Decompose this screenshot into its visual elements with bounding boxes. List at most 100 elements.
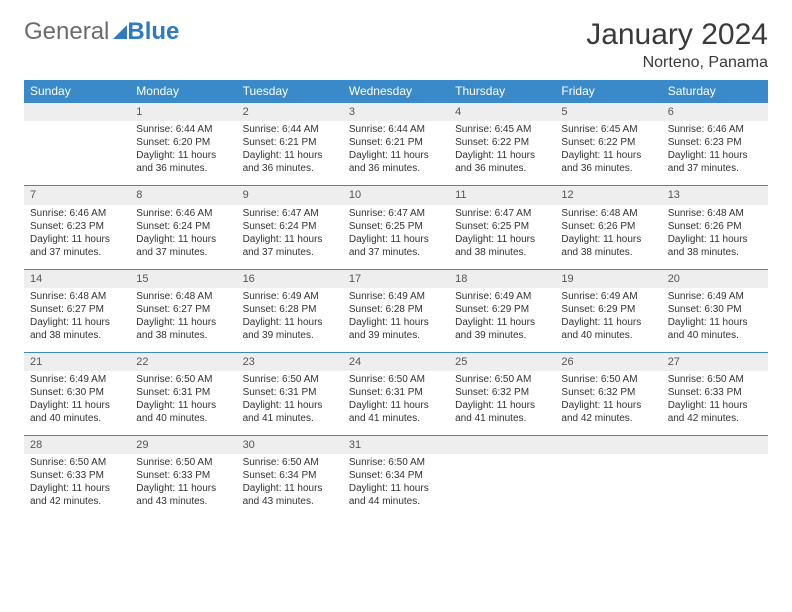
daylight-text: Daylight: 11 hours and 40 minutes. xyxy=(30,399,124,425)
daylight-text: Daylight: 11 hours and 37 minutes. xyxy=(668,149,762,175)
daylight-text: Daylight: 11 hours and 38 minutes. xyxy=(668,233,762,259)
calendar-cell: 23Sunrise: 6:50 AMSunset: 6:31 PMDayligh… xyxy=(237,352,343,435)
cell-body: Sunrise: 6:47 AMSunset: 6:25 PMDaylight:… xyxy=(343,205,449,269)
day-number: 10 xyxy=(343,186,449,204)
day-number: 12 xyxy=(555,186,661,204)
day-number: 15 xyxy=(130,270,236,288)
sunrise-text: Sunrise: 6:49 AM xyxy=(561,290,655,303)
cell-body xyxy=(24,121,130,185)
sunrise-text: Sunrise: 6:50 AM xyxy=(349,373,443,386)
sunrise-text: Sunrise: 6:44 AM xyxy=(243,123,337,136)
day-number: 21 xyxy=(24,353,130,371)
day-header: Monday xyxy=(130,80,236,103)
calendar-cell: 22Sunrise: 6:50 AMSunset: 6:31 PMDayligh… xyxy=(130,352,236,435)
calendar-cell: 3Sunrise: 6:44 AMSunset: 6:21 PMDaylight… xyxy=(343,103,449,186)
day-number: 23 xyxy=(237,353,343,371)
cell-body: Sunrise: 6:49 AMSunset: 6:30 PMDaylight:… xyxy=(24,371,130,435)
calendar-table: Sunday Monday Tuesday Wednesday Thursday… xyxy=(24,80,768,518)
sunrise-text: Sunrise: 6:44 AM xyxy=(136,123,230,136)
calendar-cell: 18Sunrise: 6:49 AMSunset: 6:29 PMDayligh… xyxy=(449,269,555,352)
calendar-cell: 8Sunrise: 6:46 AMSunset: 6:24 PMDaylight… xyxy=(130,186,236,269)
sunrise-text: Sunrise: 6:44 AM xyxy=(349,123,443,136)
daylight-text: Daylight: 11 hours and 44 minutes. xyxy=(349,482,443,508)
sunrise-text: Sunrise: 6:47 AM xyxy=(243,207,337,220)
calendar-cell: 1Sunrise: 6:44 AMSunset: 6:20 PMDaylight… xyxy=(130,103,236,186)
page-title: January 2024 xyxy=(586,18,768,52)
cell-body: Sunrise: 6:50 AMSunset: 6:33 PMDaylight:… xyxy=(130,454,236,518)
daylight-text: Daylight: 11 hours and 41 minutes. xyxy=(243,399,337,425)
calendar-cell: 2Sunrise: 6:44 AMSunset: 6:21 PMDaylight… xyxy=(237,103,343,186)
calendar-cell: 24Sunrise: 6:50 AMSunset: 6:31 PMDayligh… xyxy=(343,352,449,435)
daylight-text: Daylight: 11 hours and 37 minutes. xyxy=(243,233,337,259)
sunset-text: Sunset: 6:32 PM xyxy=(561,386,655,399)
daylight-text: Daylight: 11 hours and 43 minutes. xyxy=(136,482,230,508)
sunset-text: Sunset: 6:29 PM xyxy=(561,303,655,316)
cell-body: Sunrise: 6:46 AMSunset: 6:23 PMDaylight:… xyxy=(662,121,768,185)
location: Norteno, Panama xyxy=(586,54,768,72)
calendar-cell: 28Sunrise: 6:50 AMSunset: 6:33 PMDayligh… xyxy=(24,436,130,519)
sunset-text: Sunset: 6:31 PM xyxy=(136,386,230,399)
daylight-text: Daylight: 11 hours and 39 minutes. xyxy=(243,316,337,342)
day-number: 18 xyxy=(449,270,555,288)
sunset-text: Sunset: 6:24 PM xyxy=(243,220,337,233)
daylight-text: Daylight: 11 hours and 41 minutes. xyxy=(349,399,443,425)
cell-body: Sunrise: 6:44 AMSunset: 6:21 PMDaylight:… xyxy=(237,121,343,185)
calendar-cell: 10Sunrise: 6:47 AMSunset: 6:25 PMDayligh… xyxy=(343,186,449,269)
cell-body: Sunrise: 6:50 AMSunset: 6:34 PMDaylight:… xyxy=(343,454,449,518)
calendar-cell: 5Sunrise: 6:45 AMSunset: 6:22 PMDaylight… xyxy=(555,103,661,186)
day-number: 4 xyxy=(449,103,555,121)
cell-body: Sunrise: 6:49 AMSunset: 6:29 PMDaylight:… xyxy=(555,288,661,352)
cell-body: Sunrise: 6:50 AMSunset: 6:31 PMDaylight:… xyxy=(343,371,449,435)
sunset-text: Sunset: 6:27 PM xyxy=(30,303,124,316)
calendar-row: 1Sunrise: 6:44 AMSunset: 6:20 PMDaylight… xyxy=(24,103,768,186)
day-number: 7 xyxy=(24,186,130,204)
calendar-cell: 15Sunrise: 6:48 AMSunset: 6:27 PMDayligh… xyxy=(130,269,236,352)
logo: General Blue xyxy=(24,18,179,46)
sunset-text: Sunset: 6:20 PM xyxy=(136,136,230,149)
sunset-text: Sunset: 6:31 PM xyxy=(243,386,337,399)
cell-body: Sunrise: 6:47 AMSunset: 6:25 PMDaylight:… xyxy=(449,205,555,269)
sunrise-text: Sunrise: 6:46 AM xyxy=(668,123,762,136)
calendar-cell: 27Sunrise: 6:50 AMSunset: 6:33 PMDayligh… xyxy=(662,352,768,435)
day-number: 28 xyxy=(24,436,130,454)
calendar-cell: 21Sunrise: 6:49 AMSunset: 6:30 PMDayligh… xyxy=(24,352,130,435)
calendar-cell: 29Sunrise: 6:50 AMSunset: 6:33 PMDayligh… xyxy=(130,436,236,519)
calendar-cell xyxy=(24,103,130,186)
sunset-text: Sunset: 6:31 PM xyxy=(349,386,443,399)
sunset-text: Sunset: 6:33 PM xyxy=(30,469,124,482)
sunrise-text: Sunrise: 6:47 AM xyxy=(455,207,549,220)
sunset-text: Sunset: 6:28 PM xyxy=(243,303,337,316)
sunrise-text: Sunrise: 6:50 AM xyxy=(136,373,230,386)
calendar-cell: 31Sunrise: 6:50 AMSunset: 6:34 PMDayligh… xyxy=(343,436,449,519)
day-number: 17 xyxy=(343,270,449,288)
day-header: Thursday xyxy=(449,80,555,103)
calendar-cell xyxy=(449,436,555,519)
cell-body xyxy=(662,454,768,518)
daylight-text: Daylight: 11 hours and 36 minutes. xyxy=(455,149,549,175)
day-number: 26 xyxy=(555,353,661,371)
calendar-cell: 13Sunrise: 6:48 AMSunset: 6:26 PMDayligh… xyxy=(662,186,768,269)
calendar-row: 21Sunrise: 6:49 AMSunset: 6:30 PMDayligh… xyxy=(24,352,768,435)
sunset-text: Sunset: 6:30 PM xyxy=(668,303,762,316)
cell-body: Sunrise: 6:48 AMSunset: 6:26 PMDaylight:… xyxy=(662,205,768,269)
cell-body: Sunrise: 6:45 AMSunset: 6:22 PMDaylight:… xyxy=(555,121,661,185)
day-number: 8 xyxy=(130,186,236,204)
day-number: 16 xyxy=(237,270,343,288)
sunset-text: Sunset: 6:25 PM xyxy=(455,220,549,233)
cell-body: Sunrise: 6:49 AMSunset: 6:30 PMDaylight:… xyxy=(662,288,768,352)
cell-body: Sunrise: 6:49 AMSunset: 6:29 PMDaylight:… xyxy=(449,288,555,352)
sunrise-text: Sunrise: 6:46 AM xyxy=(136,207,230,220)
calendar-cell xyxy=(555,436,661,519)
sunrise-text: Sunrise: 6:48 AM xyxy=(136,290,230,303)
cell-body: Sunrise: 6:50 AMSunset: 6:32 PMDaylight:… xyxy=(555,371,661,435)
sunrise-text: Sunrise: 6:50 AM xyxy=(136,456,230,469)
sunrise-text: Sunrise: 6:48 AM xyxy=(561,207,655,220)
sunrise-text: Sunrise: 6:49 AM xyxy=(243,290,337,303)
calendar-cell: 19Sunrise: 6:49 AMSunset: 6:29 PMDayligh… xyxy=(555,269,661,352)
daylight-text: Daylight: 11 hours and 42 minutes. xyxy=(668,399,762,425)
daylight-text: Daylight: 11 hours and 39 minutes. xyxy=(455,316,549,342)
day-number: 22 xyxy=(130,353,236,371)
day-header: Saturday xyxy=(662,80,768,103)
day-header: Wednesday xyxy=(343,80,449,103)
daylight-text: Daylight: 11 hours and 37 minutes. xyxy=(30,233,124,259)
